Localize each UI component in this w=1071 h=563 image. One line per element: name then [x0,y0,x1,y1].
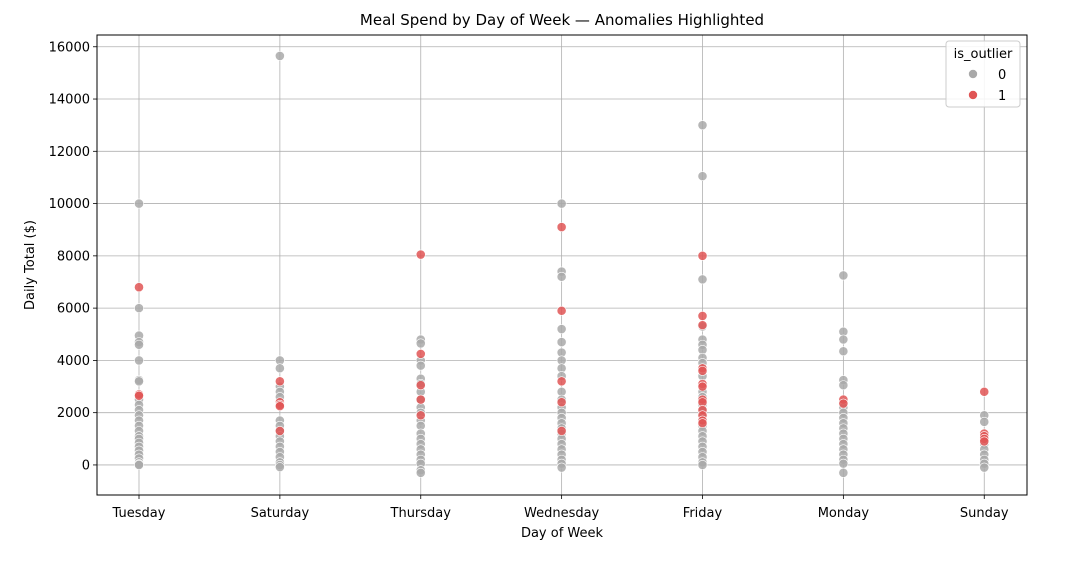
outlier-point [415,249,426,260]
outlier-point [697,250,708,261]
axis-layer: 0 2000 4000 6000 8000 10000 12000 14000 16000 Tue… [49,40,1009,521]
normal-point [556,324,567,334]
legend-title: is_outlier [954,47,1013,62]
normal-point [134,355,144,366]
y-tick-label: 14000 [49,93,90,108]
normal-point [134,376,144,387]
normal-point [697,120,708,131]
x-tick-label: Sunday [960,506,1009,521]
normal-point [979,416,990,427]
normal-point [134,198,144,209]
y-tick-label: 0 [82,458,90,473]
x-tick-label: Wednesday [524,506,600,521]
chart-title: Meal Spend by Day of Week — Anomalies Hi… [360,11,764,29]
normal-point [556,462,567,473]
y-tick-label: 2000 [57,406,90,421]
y-tick-label: 16000 [49,40,90,55]
normal-point [556,271,567,282]
y-tick-label: 10000 [49,197,90,212]
normal-point [838,346,849,357]
normal-point [697,171,708,182]
outlier-point [697,381,708,392]
normal-point [697,274,708,285]
outlier-point [556,426,567,436]
x-tick-label: Monday [818,506,870,521]
normal-point [838,380,849,391]
outlier-point [134,390,144,401]
outlier-point [979,386,990,397]
outlier-point [979,436,990,447]
outlier-point [274,376,285,387]
legend-marker-0 [968,69,978,79]
outlier-point [697,418,708,429]
legend-label-0: 0 [998,68,1006,83]
normal-point [415,467,426,478]
normal-point [979,462,990,473]
normal-point [415,338,426,349]
normal-point [134,460,144,470]
normal-point [556,198,567,209]
y-tick-label: 6000 [57,302,90,317]
x-tick-label: Tuesday [112,506,166,521]
normal-point [838,334,849,345]
x-axis-label: Day of Week [521,526,604,541]
y-tick-label: 8000 [57,249,90,264]
normal-point [134,303,144,314]
outlier-point [415,380,426,391]
normal-point [274,462,285,472]
x-tick-label: Friday [683,506,723,521]
outlier-point [274,401,285,412]
legend-marker-1 [968,90,978,100]
y-tick-label: 4000 [57,354,90,369]
x-tick-label: Saturday [251,506,310,521]
outlier-point [697,320,708,331]
outlier-point [134,282,144,293]
outlier-point [697,365,708,376]
outlier-point [556,397,567,408]
legend: is_outlier 0 1 [945,40,1021,108]
outlier-point [556,376,567,387]
outlier-point [274,426,285,436]
outlier-point [556,305,567,316]
outlier-point [556,222,567,233]
normal-point [134,339,144,350]
normal-point [415,360,426,371]
normal-point [838,458,849,469]
normal-point [697,460,708,470]
normal-point [274,363,285,374]
x-tick-label: Thursday [390,506,452,521]
legend-box [945,40,1021,108]
normal-point [838,270,849,281]
outlier-point [415,410,426,421]
outlier-point [838,398,849,409]
normal-point [556,337,567,348]
normal-point [274,51,285,61]
legend-label-1: 1 [998,89,1006,104]
outlier-point [415,394,426,405]
normal-point [838,467,849,478]
points-layer [134,51,990,478]
y-axis-label: Daily Total ($) [23,220,38,310]
y-tick-label: 12000 [49,145,90,160]
outlier-point [415,348,426,359]
outlier-point [697,311,708,321]
